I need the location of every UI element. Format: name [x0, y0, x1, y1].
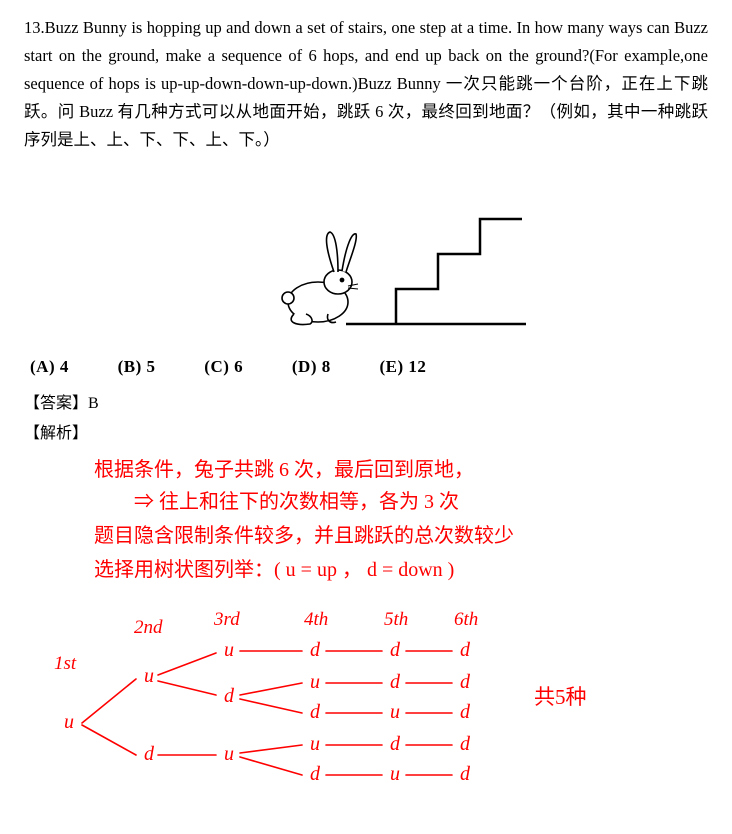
problem-figure [24, 154, 708, 339]
choice-d: (D) 8 [292, 357, 353, 376]
hand-line-2: ⇒ 往上和往下的次数相等，各为 3 次 [134, 485, 459, 514]
tree-header-3: 3rd [214, 609, 240, 631]
tree-header-6: 6th [454, 609, 478, 631]
problem-number: 13. [24, 18, 45, 37]
tree-header-5: 5th [384, 609, 408, 631]
problem-body: Buzz Bunny is hopping up and down a set … [24, 18, 708, 149]
answer-line: 【答案】B [24, 389, 708, 413]
choice-a: (A) 4 [30, 357, 91, 376]
handwritten-solution: 根据条件，兔子共跳 6 次，最后回到原地， ⇒ 往上和往下的次数相等，各为 3 … [24, 453, 708, 803]
hand-line-1: 根据条件，兔子共跳 6 次，最后回到原地， [94, 453, 474, 482]
choice-c: (C) 6 [204, 357, 265, 376]
answer-label: 【答案】 [24, 395, 88, 412]
hand-line-4: 选择用树状图列举：( u = up ， d = down ) [94, 553, 454, 582]
hand-summary: 共5种 [534, 681, 587, 711]
choice-e: (E) 12 [380, 357, 449, 376]
answer-value: B [88, 395, 99, 412]
answer-choices: (A) 4 (B) 5 (C) 6 (D) 8 (E) 12 [30, 357, 708, 377]
hand-line-3: 题目隐含限制条件较多，并且跳跃的总次数较少 [94, 519, 514, 548]
choice-b: (B) 5 [118, 357, 178, 376]
analysis-label: 【解析】 [24, 419, 708, 443]
tree-header-4: 4th [304, 609, 328, 631]
tree-branches [54, 633, 524, 813]
problem-text: 13.Buzz Bunny is hopping up and down a s… [24, 14, 708, 154]
